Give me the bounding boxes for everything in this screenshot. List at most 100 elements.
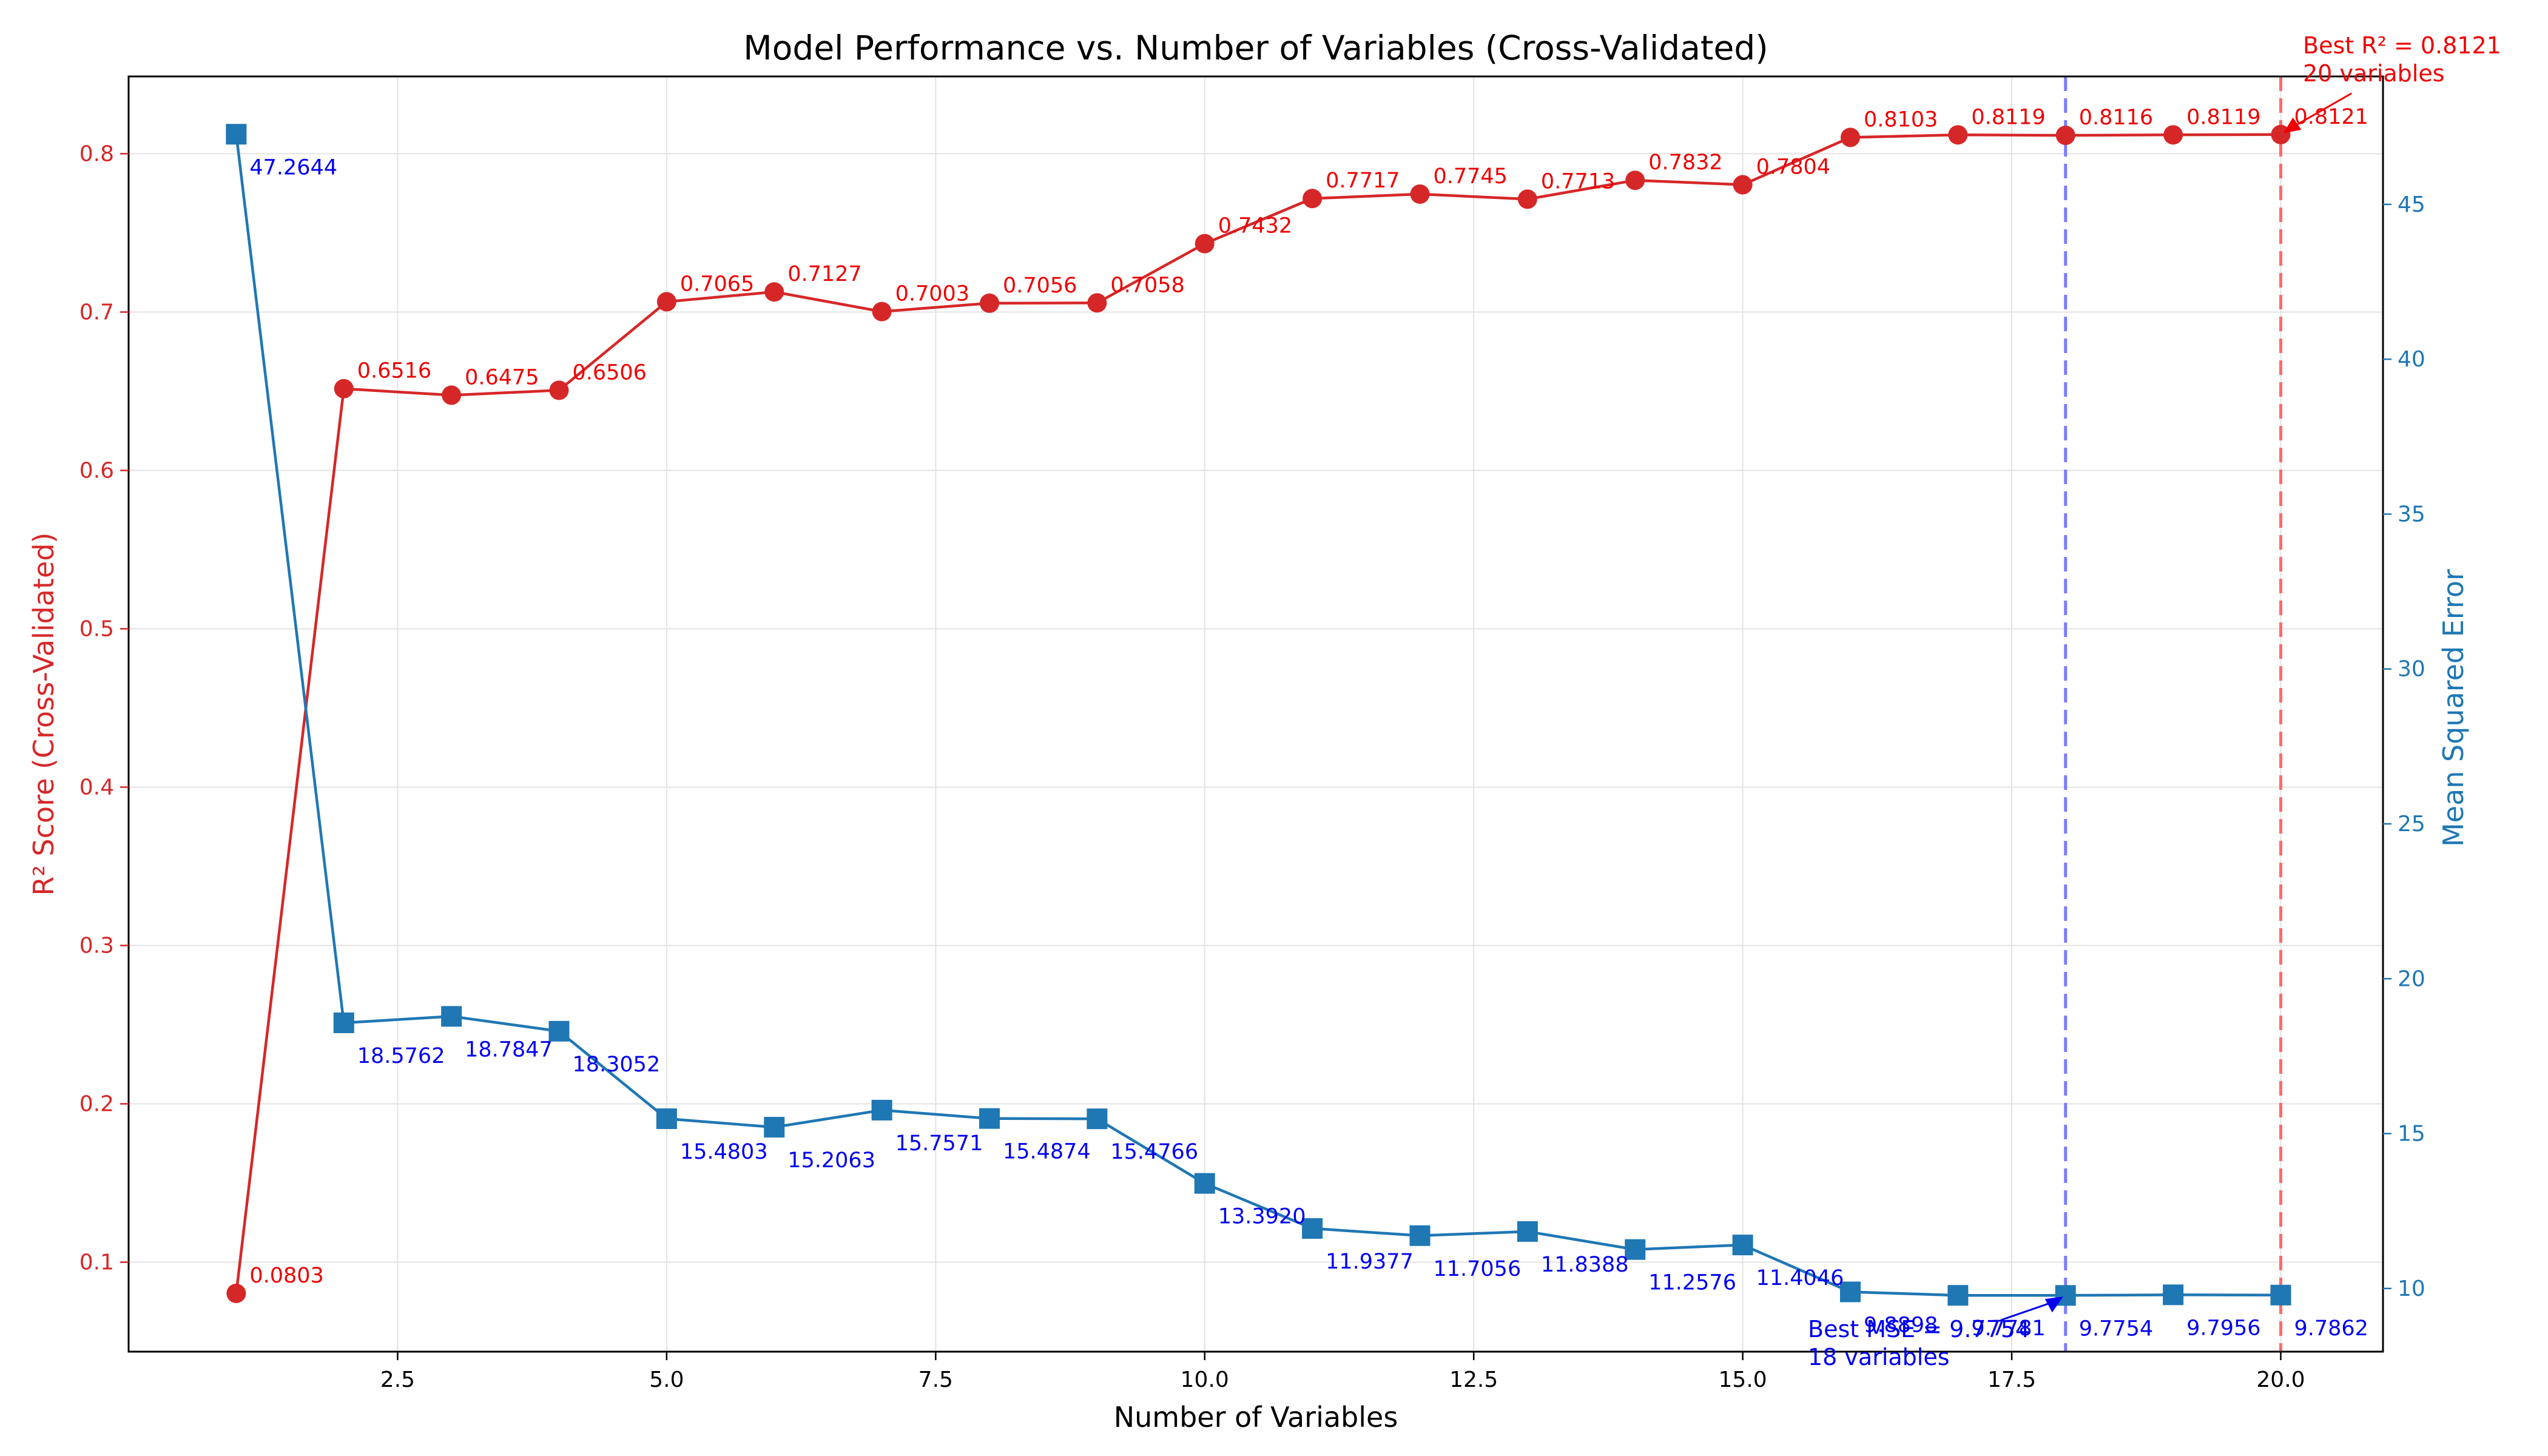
r2-data-label: 0.7745 (1433, 164, 1507, 189)
mse-data-label: 15.7571 (895, 1131, 983, 1156)
r2-point (1303, 189, 1323, 209)
r2-data-label: 0.7432 (1218, 214, 1292, 238)
r2-point (1517, 189, 1537, 209)
y-right-tick-label: 10 (2398, 1276, 2425, 1301)
mse-point (1947, 1285, 1969, 1306)
mse-point (2270, 1284, 2291, 1306)
mse-data-label: 9.7956 (2186, 1316, 2260, 1340)
y-right-tick-label: 40 (2398, 347, 2425, 372)
r2-point (1410, 184, 1430, 204)
r2-point (442, 385, 462, 405)
chart-title: Model Performance vs. Number of Variable… (743, 29, 1768, 67)
best-mse-annotation-line2: 18 variables (1808, 1344, 1950, 1370)
r2-point (1948, 125, 1968, 145)
mse-point (1732, 1235, 1753, 1256)
best-mse-arrowhead (2044, 1296, 2063, 1313)
mse-point (1409, 1225, 1431, 1246)
mse-point (548, 1020, 570, 1042)
r2-data-label: 0.7065 (680, 272, 754, 296)
x-tick-label: 15.0 (1719, 1367, 1767, 1392)
r2-point (2163, 125, 2183, 145)
r2-data-label: 0.7832 (1648, 150, 1722, 175)
mse-point (1839, 1281, 1861, 1303)
r2-data-label: 0.7003 (895, 282, 969, 306)
x-tick-label: 10.0 (1181, 1367, 1229, 1392)
x-tick-label: 5.0 (649, 1367, 684, 1392)
best-r2-arrow (2287, 92, 2352, 131)
mse-point (764, 1117, 785, 1138)
mse-data-label: 15.2063 (787, 1148, 875, 1173)
mse-series-line (235, 134, 2281, 1297)
r2-data-label: 0.7713 (1541, 169, 1615, 194)
mse-data-label: 47.2644 (249, 155, 337, 180)
r2-data-label: 0.7058 (1110, 273, 1184, 297)
mse-point (1625, 1239, 1646, 1260)
r2-data-label: 0.8116 (2079, 106, 2153, 130)
mse-data-label: 9.7862 (2294, 1316, 2368, 1341)
r2-data-label: 0.0803 (249, 1264, 323, 1288)
x-tick-label: 20.0 (2256, 1367, 2305, 1392)
r2-point (2055, 126, 2075, 146)
r2-data-label: 0.7127 (787, 262, 861, 286)
mse-data-label: 9.8898 (1864, 1313, 1938, 1337)
r2-data-label: 0.6506 (572, 360, 646, 385)
reference-lines (2064, 76, 2282, 1352)
mse-data-label: 9.7781 (1971, 1316, 2045, 1341)
series-layer (226, 124, 2291, 1306)
y-axis-left-title: R² Score (Cross-Validated) (27, 533, 60, 896)
mse-data-label: 11.8388 (1541, 1253, 1629, 1277)
r2-data-label: 0.7717 (1326, 169, 1400, 193)
mse-point (979, 1108, 1000, 1129)
mse-point (441, 1006, 462, 1027)
r2-data-label: 0.6516 (357, 359, 431, 383)
mse-data-label: 9.7754 (2079, 1316, 2153, 1341)
r2-series-line (235, 133, 2281, 1294)
y-left-tick-label: 0.3 (79, 933, 114, 958)
y-right-tick-label: 25 (2398, 812, 2425, 837)
r2-point (656, 292, 676, 312)
plot-frame (127, 75, 2384, 1353)
x-tick-label: 7.5 (918, 1367, 953, 1392)
y-right-tick-label: 20 (2398, 966, 2425, 991)
mse-point (656, 1108, 677, 1130)
mse-point (1302, 1218, 1323, 1239)
mse-data-label: 11.9377 (1326, 1250, 1414, 1274)
tick-layer: 2.5 5.0 7.5 10.0 12.5 15.0 17.5 20.0 0.1 0.2 0.3 0.… (79, 141, 2425, 1392)
y-right-tick-label: 15 (2398, 1122, 2425, 1147)
best-r2-annotation-line2: 20 variables (2303, 60, 2445, 87)
r2-data-label: 0.8121 (2294, 105, 2368, 129)
r2-point (979, 293, 999, 313)
best-mse-annotation-line1: Best MSE = 9.7754 (1808, 1316, 2030, 1343)
r2-point (1625, 170, 1645, 190)
x-tick-label: 12.5 (1449, 1367, 1498, 1392)
r2-data-label: 0.6475 (465, 365, 539, 389)
mse-point (871, 1099, 892, 1121)
mse-point (1194, 1173, 1215, 1194)
mse-data-label: 18.3052 (572, 1053, 660, 1077)
y-right-tick-label: 45 (2398, 192, 2425, 217)
mse-point (333, 1012, 354, 1033)
data-labels: 0.0803 47.2644 0.6516 18.5762 0.6475 18.7847 0… (249, 105, 2368, 1341)
mse-data-label: 15.4803 (680, 1140, 768, 1164)
mse-data-label: 11.2576 (1648, 1271, 1736, 1295)
mse-data-label: 18.7847 (465, 1037, 553, 1062)
y-left-tick-label: 0.4 (79, 775, 114, 800)
y-left-tick-label: 0.2 (79, 1092, 114, 1117)
r2-point (1840, 127, 1860, 147)
r2-point (1087, 293, 1107, 313)
y-right-tick-label: 30 (2398, 657, 2425, 682)
mse-point (226, 124, 247, 145)
mse-point (1517, 1221, 1538, 1242)
r2-point (226, 1283, 246, 1303)
r2-data-label: 0.8119 (2186, 105, 2260, 129)
r2-point (872, 302, 892, 322)
r2-data-label: 0.8119 (1971, 105, 2045, 129)
x-tick-label: 2.5 (380, 1367, 415, 1392)
y-right-tick-label: 35 (2398, 502, 2425, 527)
r2-point (764, 282, 784, 302)
best-r2-arrowhead (2283, 117, 2302, 133)
y-axis-right-title: Mean Squared Error (2437, 569, 2470, 847)
y-left-tick-label: 0.7 (79, 300, 114, 325)
best-r2-annotation-line1: Best R² = 0.8121 (2303, 32, 2501, 59)
